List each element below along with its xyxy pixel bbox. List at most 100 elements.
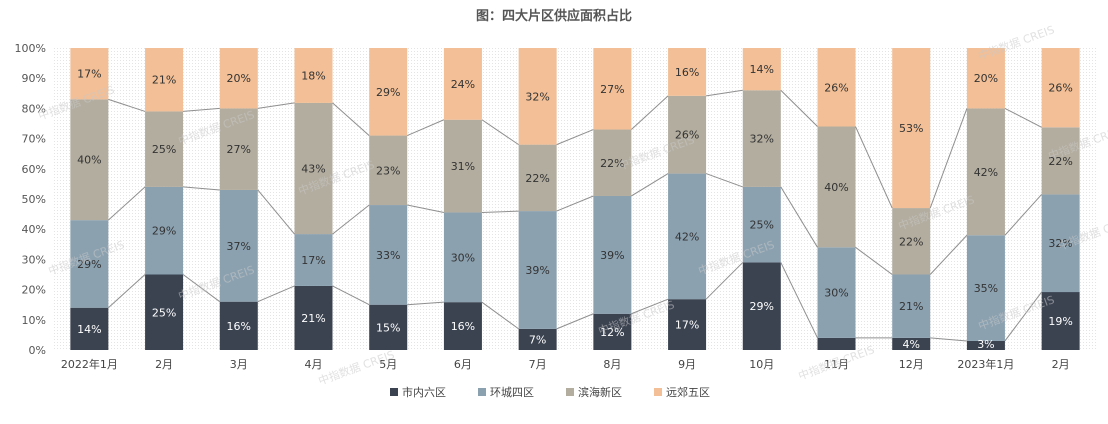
- bar-segment: [294, 285, 333, 350]
- bar-segment: [668, 95, 707, 174]
- y-tick-label: 100%: [15, 42, 46, 55]
- data-label: 27%: [600, 83, 624, 96]
- data-label: 20%: [974, 72, 998, 85]
- bar-segment: [294, 48, 333, 103]
- data-label: 25%: [152, 143, 176, 156]
- bar-segment: [518, 328, 557, 350]
- data-label: 22%: [899, 235, 923, 248]
- legend-swatch: [566, 388, 574, 396]
- data-label: 39%: [525, 264, 549, 277]
- data-label: 21%: [301, 312, 325, 325]
- bar-segment: [817, 48, 856, 127]
- bar-segment: [518, 211, 557, 329]
- data-label: 31%: [451, 160, 475, 173]
- bar-segment: [892, 274, 931, 338]
- bar-segment: [742, 186, 781, 263]
- data-label: 25%: [152, 306, 176, 319]
- data-label: 16%: [675, 66, 699, 79]
- data-label: 32%: [525, 90, 549, 103]
- bar-segment: [668, 48, 707, 96]
- legend-swatch: [390, 388, 398, 396]
- bar-segment: [593, 48, 632, 130]
- bar-segment: [369, 304, 408, 350]
- data-label: 22%: [1048, 155, 1072, 168]
- bar-segment: [1041, 48, 1080, 128]
- data-label: 29%: [376, 86, 400, 99]
- data-label: 21%: [152, 74, 176, 87]
- data-label: 35%: [974, 282, 998, 295]
- x-tick-label: 2023年1月: [957, 357, 1014, 371]
- data-label: 30%: [451, 251, 475, 264]
- x-tick-label: 5月: [379, 358, 397, 371]
- x-tick-label: 2月: [155, 358, 173, 371]
- legend-swatch: [654, 388, 662, 396]
- y-tick-label: 30%: [22, 253, 46, 266]
- bar-segment: [219, 301, 258, 350]
- y-tick-label: 60%: [22, 163, 46, 176]
- legend-label: 滨海新区: [578, 385, 622, 399]
- bar-segment: [219, 108, 258, 190]
- data-label: 4%: [902, 338, 919, 351]
- x-tick-label: 2月: [1052, 358, 1070, 371]
- bar-segment: [668, 173, 707, 300]
- data-label: 7%: [529, 333, 546, 346]
- data-label: 53%: [899, 122, 923, 135]
- bar-segment: [593, 313, 632, 350]
- data-label: 3%: [977, 338, 994, 351]
- x-tick-label: 4月: [305, 358, 323, 371]
- data-label: 18%: [301, 69, 325, 82]
- data-label: 40%: [77, 154, 101, 167]
- bar-segment: [892, 208, 931, 275]
- bar-segment: [443, 212, 482, 303]
- bar-segment: [742, 262, 781, 350]
- data-label: 39%: [600, 249, 624, 262]
- x-tick-label: 8月: [603, 358, 621, 371]
- y-tick-label: 20%: [22, 284, 46, 297]
- chart-title: 图：四大片区供应面积占比: [476, 8, 632, 24]
- data-label: 29%: [750, 300, 774, 313]
- bar-segment: [369, 205, 408, 305]
- data-label: 17%: [77, 68, 101, 81]
- bar-segment: [70, 99, 109, 221]
- data-label: 32%: [1048, 237, 1072, 250]
- bar-segment: [1041, 127, 1080, 195]
- bar-segment: [593, 129, 632, 196]
- bar-segment: [145, 48, 184, 112]
- data-label: 32%: [750, 133, 774, 146]
- data-label: 37%: [227, 240, 251, 253]
- bar-segment: [145, 274, 184, 350]
- data-label: 15%: [376, 321, 400, 334]
- bar-segment: [892, 48, 931, 209]
- y-tick-label: 50%: [22, 193, 46, 206]
- data-label: 26%: [1048, 82, 1072, 95]
- data-label: 33%: [376, 249, 400, 262]
- bar-segment: [294, 234, 333, 286]
- data-label: 14%: [77, 323, 101, 336]
- data-label: 42%: [974, 166, 998, 179]
- data-label: 27%: [227, 143, 251, 156]
- bar-segment: [742, 48, 781, 91]
- bar-segment: [219, 189, 258, 302]
- bar-segment: [817, 247, 856, 338]
- legend-label: 市内六区: [402, 385, 446, 399]
- bar-segment: [70, 48, 109, 100]
- bar-segment: [369, 48, 408, 136]
- bar-segment: [443, 302, 482, 350]
- bar-segment: [518, 144, 557, 212]
- x-tick-label: 11月: [824, 358, 849, 371]
- x-tick-label: 7月: [529, 358, 547, 371]
- legend-label: 环城四区: [490, 386, 534, 399]
- x-tick-label: 6月: [454, 358, 472, 371]
- data-label: 30%: [824, 287, 848, 300]
- data-label: 22%: [600, 157, 624, 170]
- data-label: 43%: [301, 162, 325, 175]
- data-label: 17%: [675, 319, 699, 332]
- bar-segment: [817, 337, 856, 350]
- data-label: 21%: [899, 300, 923, 313]
- bar-segment: [369, 135, 408, 206]
- bar-segment: [892, 337, 931, 350]
- y-tick-label: 70%: [22, 133, 46, 146]
- bar-segment: [219, 48, 258, 109]
- data-label: 16%: [227, 320, 251, 333]
